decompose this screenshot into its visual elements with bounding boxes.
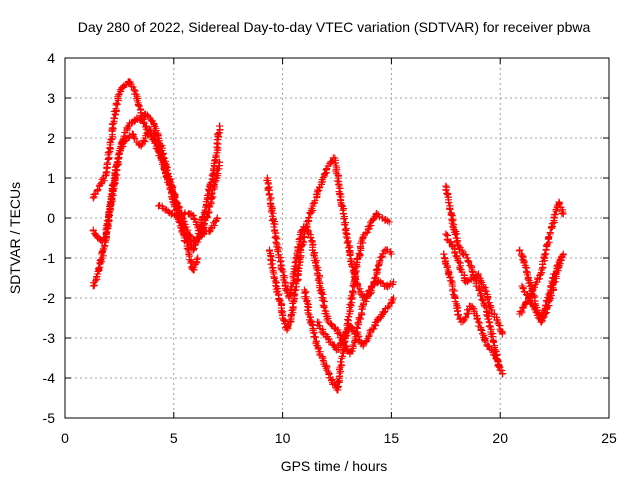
data-point-markers	[440, 250, 504, 374]
x-tick-label: 10	[275, 430, 291, 446]
data-point-markers	[442, 182, 507, 378]
x-tick-label: 5	[170, 430, 178, 446]
plot-frame	[64, 57, 610, 419]
chart-title: Day 280 of 2022, Sidereal Day-to-day VTE…	[78, 19, 591, 35]
series-arc-3c	[442, 230, 506, 338]
series-arc-2d	[313, 294, 398, 354]
data-point-markers	[442, 230, 506, 338]
y-tick-label: 0	[47, 210, 55, 226]
y-tick-label: 3	[47, 90, 55, 106]
x-axis-label: GPS time / hours	[281, 458, 388, 474]
x-tick-label: 0	[61, 430, 69, 446]
series-arc-3b	[440, 250, 504, 374]
data-point-markers	[266, 154, 395, 334]
data-point-markers	[313, 294, 398, 354]
y-tick-label: -1	[43, 250, 56, 266]
y-tick-label: 4	[47, 50, 55, 66]
x-tick-labels: 0 5 10 15 20 25	[61, 430, 617, 446]
series-arc-3f	[518, 254, 565, 326]
chart-grid	[65, 58, 609, 418]
x-tick-label: 15	[384, 430, 400, 446]
y-tick-labels: -5 -4 -3 -2 -1 0 1 2 3 4	[43, 50, 56, 426]
y-tick-label: 1	[47, 170, 55, 186]
y-tick-label: 2	[47, 130, 55, 146]
data-point-markers	[89, 126, 202, 290]
y-tick-label: -4	[43, 370, 56, 386]
axis-ticks	[64, 57, 610, 419]
series-arc-1d	[155, 201, 221, 238]
data-point-markers	[518, 254, 565, 326]
series-arc-3a	[442, 182, 507, 378]
y-tick-label: -2	[43, 290, 56, 306]
series-arc-1c	[89, 126, 202, 290]
y-tick-label: -5	[43, 410, 56, 426]
x-tick-label: 25	[601, 430, 617, 446]
data-markers	[89, 78, 567, 394]
series-arc-2b	[266, 154, 395, 334]
y-axis-label: SDTVAR / TECUs	[7, 182, 23, 294]
data-point-markers	[155, 201, 221, 238]
y-tick-label: -3	[43, 330, 56, 346]
x-tick-label: 20	[492, 430, 508, 446]
